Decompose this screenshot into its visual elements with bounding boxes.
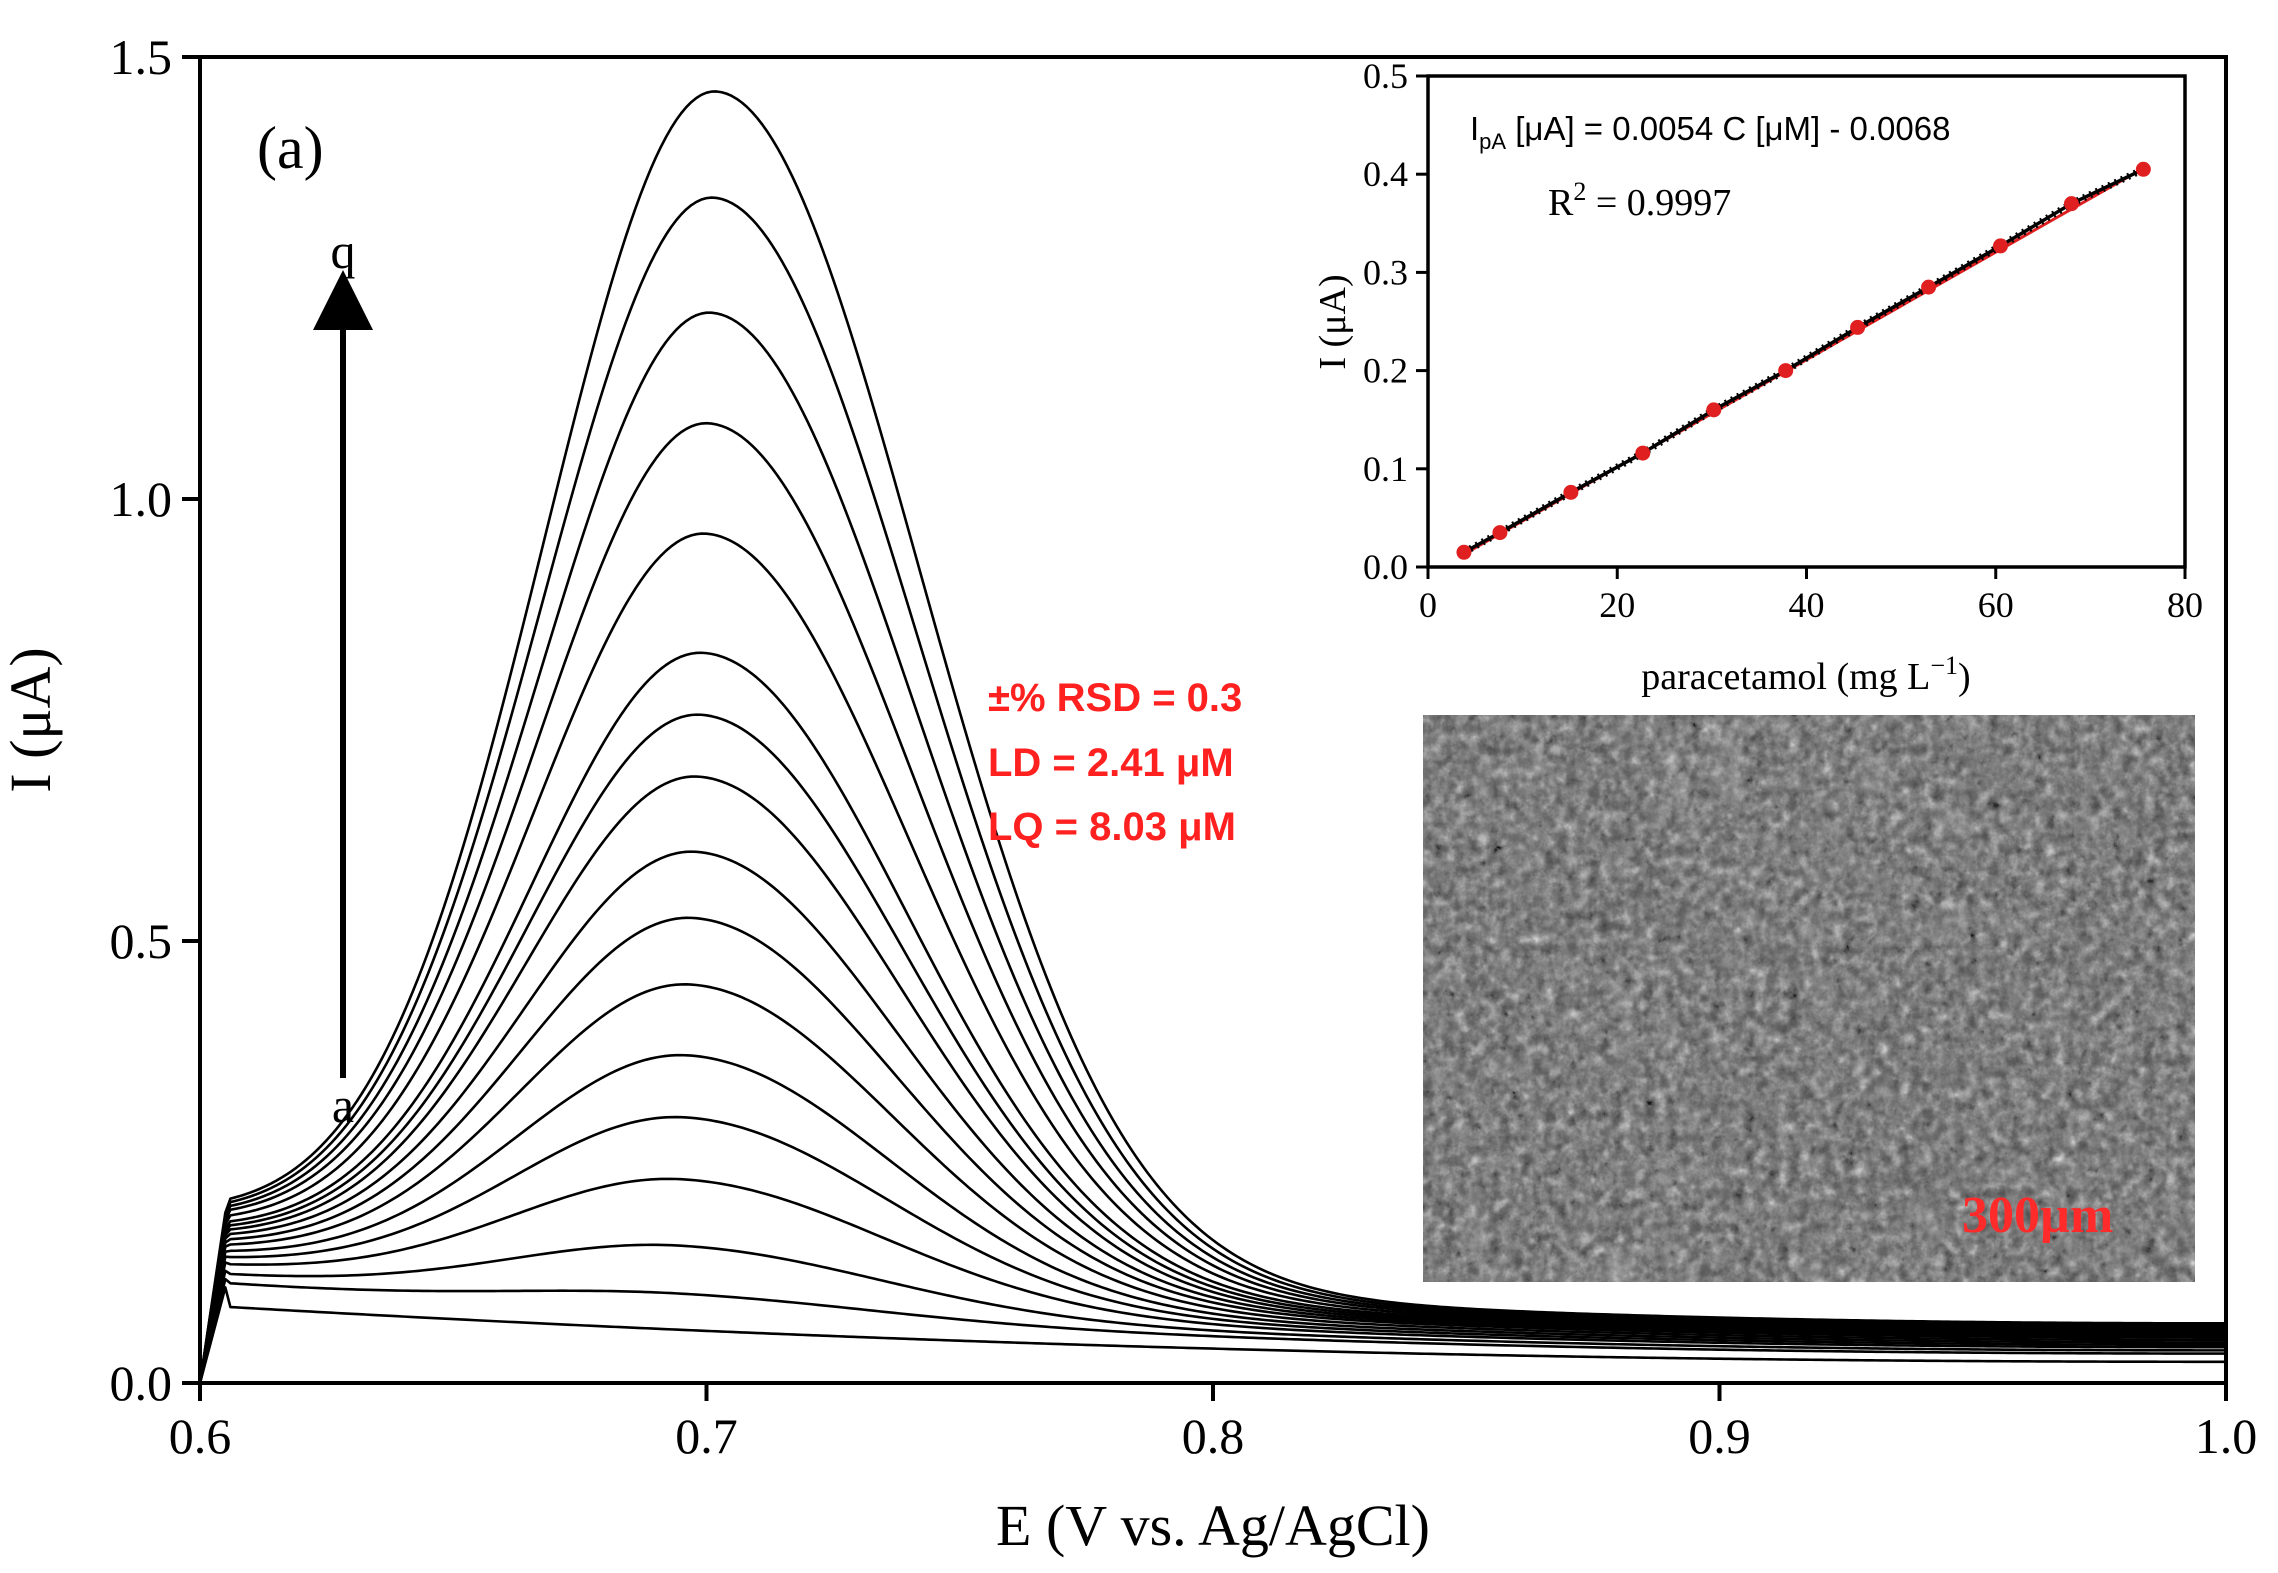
main-y-tick-label: 1.0 bbox=[110, 471, 173, 527]
main-x-tick-label: 0.7 bbox=[675, 1408, 738, 1464]
inset-y-tick-label: 0.1 bbox=[1363, 449, 1408, 489]
series-line-o bbox=[198, 311, 2226, 1384]
series-line-i bbox=[198, 850, 2226, 1384]
series-line-j bbox=[198, 775, 2226, 1384]
inset-x-tick-label: 0 bbox=[1419, 585, 1437, 625]
inset-r2: R2 = 0.9997 bbox=[1548, 177, 1731, 224]
inset-y-tick-label: 0.5 bbox=[1363, 56, 1408, 96]
main-x-ticks: 0.6 0.7 0.8 0.9 1.0 bbox=[169, 1383, 2258, 1464]
series-line-d bbox=[198, 1177, 2226, 1384]
inset-data-point bbox=[1778, 363, 1794, 379]
main-y-ticks: 0.0 0.5 1.0 1.5 bbox=[110, 29, 200, 1411]
main-x-axis-label: E (V vs. Ag/AgCl) bbox=[996, 1493, 1430, 1558]
inset-x-tick-label: 20 bbox=[1599, 585, 1635, 625]
calibration-inset: 0 20 40 60 80 0.0 0.1 0.2 0.3 0.4 0.5 IpA [μA] = … bbox=[1312, 56, 2203, 698]
inset-y-ticks: 0.0 0.1 0.2 0.3 0.4 0.5 bbox=[1363, 56, 1428, 587]
series-line-e bbox=[198, 1115, 2226, 1384]
inset-x-tick-label: 40 bbox=[1789, 585, 1825, 625]
sem-image-shadows bbox=[1423, 715, 2195, 1282]
main-y-tick-label: 1.5 bbox=[110, 29, 173, 85]
series-line-b bbox=[198, 1277, 2226, 1384]
series-line-k bbox=[198, 713, 2226, 1384]
main-x-tick-label: 0.8 bbox=[1182, 1408, 1245, 1464]
inset-y-tick-label: 0.3 bbox=[1363, 252, 1408, 292]
inset-y-tick-label: 0.4 bbox=[1363, 154, 1408, 194]
inset-data-point bbox=[1850, 319, 1866, 335]
main-x-tick-label: 1.0 bbox=[2195, 1408, 2258, 1464]
series-line-q bbox=[198, 90, 2226, 1384]
inset-x-tick-label: 60 bbox=[1978, 585, 2014, 625]
inset-data-point bbox=[1706, 402, 1722, 418]
main-series-group bbox=[198, 90, 2226, 1384]
series-line-f bbox=[198, 1053, 2226, 1384]
series-line-g bbox=[198, 983, 2226, 1384]
inset-data-point bbox=[2135, 161, 2151, 177]
inset-x-axis-label: paracetamol (mg L−1) bbox=[1641, 651, 1970, 698]
rsd-annotation: ±% RSD = 0.3 bbox=[988, 676, 1242, 720]
inset-frame bbox=[1426, 74, 2187, 569]
inset-data-point bbox=[2063, 196, 2079, 212]
inset-data-point bbox=[1992, 238, 2008, 254]
ld-annotation: LD = 2.41 μM bbox=[988, 741, 1234, 785]
inset-points-group bbox=[1456, 161, 2151, 560]
inset-x-tick-label: 80 bbox=[2167, 585, 2203, 625]
inset-data-point bbox=[1921, 279, 1937, 295]
series-line-l bbox=[198, 651, 2226, 1384]
main-y-tick-label: 0.5 bbox=[110, 913, 173, 969]
inset-equation: IpA [μA] = 0.0054 C [μM] - 0.0068 bbox=[1470, 110, 1950, 154]
series-line-a bbox=[198, 1286, 2226, 1384]
series-line-p bbox=[198, 196, 2226, 1384]
arrow-start-label: a bbox=[332, 1077, 354, 1133]
series-line-m bbox=[198, 532, 2226, 1384]
main-y-tick-label: 0.0 bbox=[110, 1355, 173, 1411]
inset-y-tick-label: 0.2 bbox=[1363, 351, 1408, 391]
sem-image-inset: 300µm bbox=[1423, 715, 2195, 1282]
inset-data-point bbox=[1635, 445, 1651, 461]
panel-label: (a) bbox=[257, 115, 324, 181]
inset-data-point bbox=[1456, 544, 1472, 560]
sem-scale-bar-label: 300µm bbox=[1962, 1187, 2113, 1244]
inset-y-tick-label: 0.0 bbox=[1363, 547, 1408, 587]
lq-annotation: LQ = 8.03 μM bbox=[988, 805, 1236, 849]
series-line-c bbox=[198, 1243, 2226, 1384]
inset-data-point bbox=[1492, 525, 1508, 541]
main-x-tick-label: 0.6 bbox=[169, 1408, 232, 1464]
main-x-tick-label: 0.9 bbox=[1688, 1408, 1751, 1464]
series-line-n bbox=[198, 421, 2226, 1384]
series-line-h bbox=[198, 916, 2226, 1384]
inset-dotted-line bbox=[1462, 166, 2145, 556]
arrow-end-label: q bbox=[331, 223, 356, 279]
main-plot: 0.6 0.7 0.8 0.9 1.0 0.0 0.5 1.0 1.5 E (V vs. Ag… bbox=[0, 29, 2257, 1558]
main-y-axis-label: I (μA) bbox=[0, 647, 63, 792]
inset-y-axis-label: I (μA) bbox=[1312, 274, 1354, 369]
stats-annotation: ±% RSD = 0.3 LD = 2.41 μM LQ = 8.03 μM bbox=[988, 676, 1242, 849]
inset-data-point bbox=[1563, 484, 1579, 500]
inset-x-ticks: 0 20 40 60 80 bbox=[1419, 567, 2203, 625]
